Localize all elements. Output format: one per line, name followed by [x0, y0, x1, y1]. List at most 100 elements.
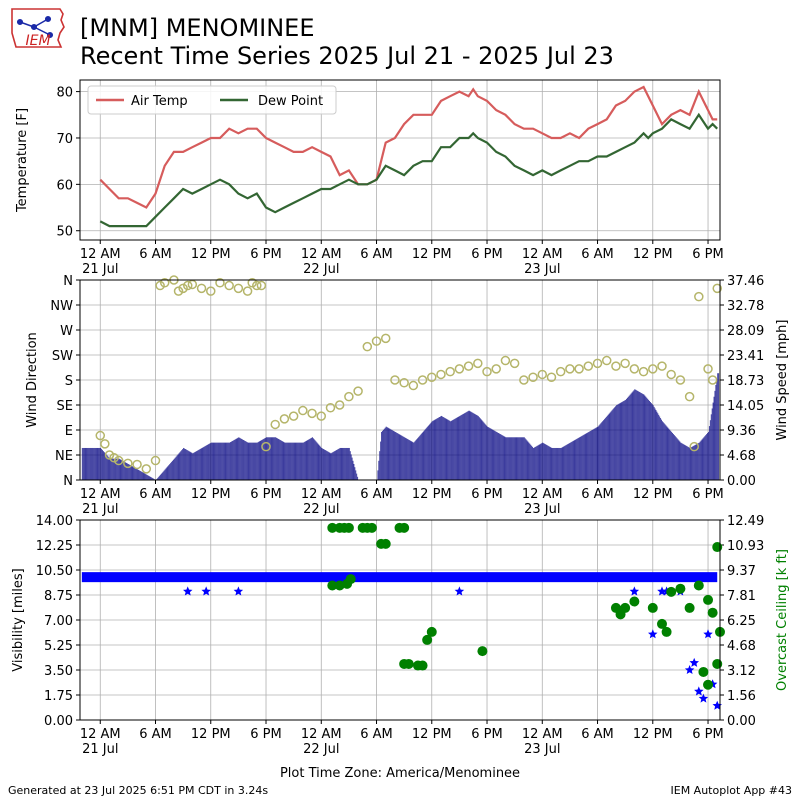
wind-direction-marker — [565, 364, 575, 374]
wind-speed-bar — [227, 442, 229, 480]
wind-speed-bar — [660, 418, 662, 480]
wind-speed-bar — [601, 422, 603, 480]
wind-direction-marker — [256, 280, 267, 291]
wind-speed-bar — [287, 442, 289, 480]
wind-speed-bar — [592, 429, 593, 480]
wind-direction-marker — [325, 403, 336, 413]
wind-speed-bar — [138, 469, 139, 480]
temperature-axis-label: Temperature [F] — [15, 108, 30, 213]
wind-speed-bar — [104, 453, 106, 480]
wind-speed-bar — [669, 429, 671, 480]
wind-speed-bar — [612, 409, 614, 480]
visibility-marker — [201, 586, 211, 596]
wind-speed-bar — [598, 425, 600, 480]
wind-speed-bar — [324, 449, 325, 480]
wind-speed-bar — [318, 444, 320, 480]
y-tick-label: 10.50 — [36, 564, 73, 579]
wind-speed-bar — [183, 447, 185, 480]
wind-speed-bar — [708, 426, 710, 480]
wind-speed-bar — [321, 447, 323, 480]
visibility-marker — [183, 586, 193, 596]
wind-speed-bar — [323, 449, 325, 480]
wind-speed-bar — [378, 460, 380, 480]
wind-speed-bar — [244, 441, 246, 480]
wind-speed-bar — [630, 393, 632, 480]
wind-speed-bar — [175, 456, 177, 480]
wind-direction-marker — [399, 378, 409, 388]
wind-speed-bar — [560, 447, 562, 480]
wind-speed-bar — [347, 447, 349, 480]
wind-speed-bar — [105, 454, 107, 480]
wind-speed-bar — [704, 436, 706, 480]
wind-speed-bar — [390, 429, 392, 480]
wind-speed-bar — [521, 437, 522, 480]
wind-direction-marker — [334, 400, 345, 410]
x-date-label: 23 Jul — [524, 262, 560, 277]
wind-speed-bar — [246, 442, 248, 480]
wind-speed-bar — [216, 442, 218, 480]
wind-direction-marker — [233, 283, 244, 294]
wind-speed-bar — [106, 455, 108, 480]
wind-speed-bar — [94, 447, 96, 480]
wind-speed-bar — [558, 447, 560, 480]
wind-direction-marker — [182, 280, 193, 291]
wind-speed-bar — [471, 412, 473, 480]
wind-speed-bar — [387, 427, 389, 480]
wind-speed-bar — [331, 452, 333, 480]
wind-speed-bar — [235, 438, 237, 480]
wind-speed-bar — [382, 430, 383, 480]
wind-speed-bar — [279, 439, 281, 480]
wind-speed-bar — [140, 471, 142, 480]
wind-speed-bar — [512, 437, 514, 480]
wind-speed-bar — [400, 435, 402, 480]
wind-speed-bar — [250, 442, 252, 480]
wind-speed-bar — [475, 414, 477, 480]
wind-speed-bar — [188, 451, 190, 480]
wind-speed-bar — [464, 412, 466, 480]
wind-speed-bar — [325, 450, 327, 480]
wind-speed-bar — [300, 442, 301, 480]
wind-speed-bar — [247, 442, 249, 480]
visibility-marker — [684, 665, 695, 674]
y-tick-label: 0.00 — [44, 714, 73, 729]
wind-direction-marker — [371, 336, 382, 346]
ceiling-marker — [343, 522, 354, 533]
wind-speed-bar — [417, 437, 419, 480]
wind-speed-bar — [425, 428, 427, 480]
wind-speed-bar — [167, 466, 169, 480]
wind-direction-marker — [224, 280, 234, 291]
legend-box — [87, 85, 337, 115]
wind-direction-marker — [555, 366, 566, 377]
wind-speed-bar — [555, 447, 557, 480]
wind-speed-bar — [337, 449, 339, 480]
wind-speed-bar — [241, 438, 243, 480]
wind-speed-bar — [567, 444, 569, 480]
wind-speed-bar — [429, 424, 430, 480]
wind-speed-bar — [379, 451, 381, 480]
wind-speed-bar — [348, 447, 350, 480]
wind-speed-bar — [504, 436, 506, 480]
wind-speed-bar — [443, 417, 445, 480]
wind-speed-bar — [89, 447, 91, 480]
wind-speed-bar — [537, 445, 539, 480]
wind-direction-marker — [104, 450, 115, 460]
x-tick-label: 12 PM — [412, 727, 452, 742]
wind-speed-bar — [95, 447, 97, 480]
visibility-marker — [648, 629, 658, 639]
wind-speed-bar — [540, 443, 542, 480]
wind-speed-bar — [691, 446, 693, 480]
wind-speed-bar — [494, 430, 496, 480]
wind-speed-bar — [409, 440, 411, 480]
wind-speed-bar — [322, 448, 324, 480]
wind-speed-bar — [423, 430, 425, 480]
wind-direction-marker — [132, 459, 142, 470]
wind-direction-marker — [491, 364, 501, 374]
wind-speed-bar — [520, 437, 522, 480]
wind-speed-bar — [196, 451, 197, 480]
wind-speed-bar — [597, 426, 599, 480]
wind-speed-bar — [426, 427, 428, 480]
wind-speed-bar — [286, 442, 288, 480]
wind-speed-bar — [169, 463, 171, 480]
wind-speed-bar — [641, 393, 643, 480]
wind-speed-bar — [238, 437, 240, 480]
